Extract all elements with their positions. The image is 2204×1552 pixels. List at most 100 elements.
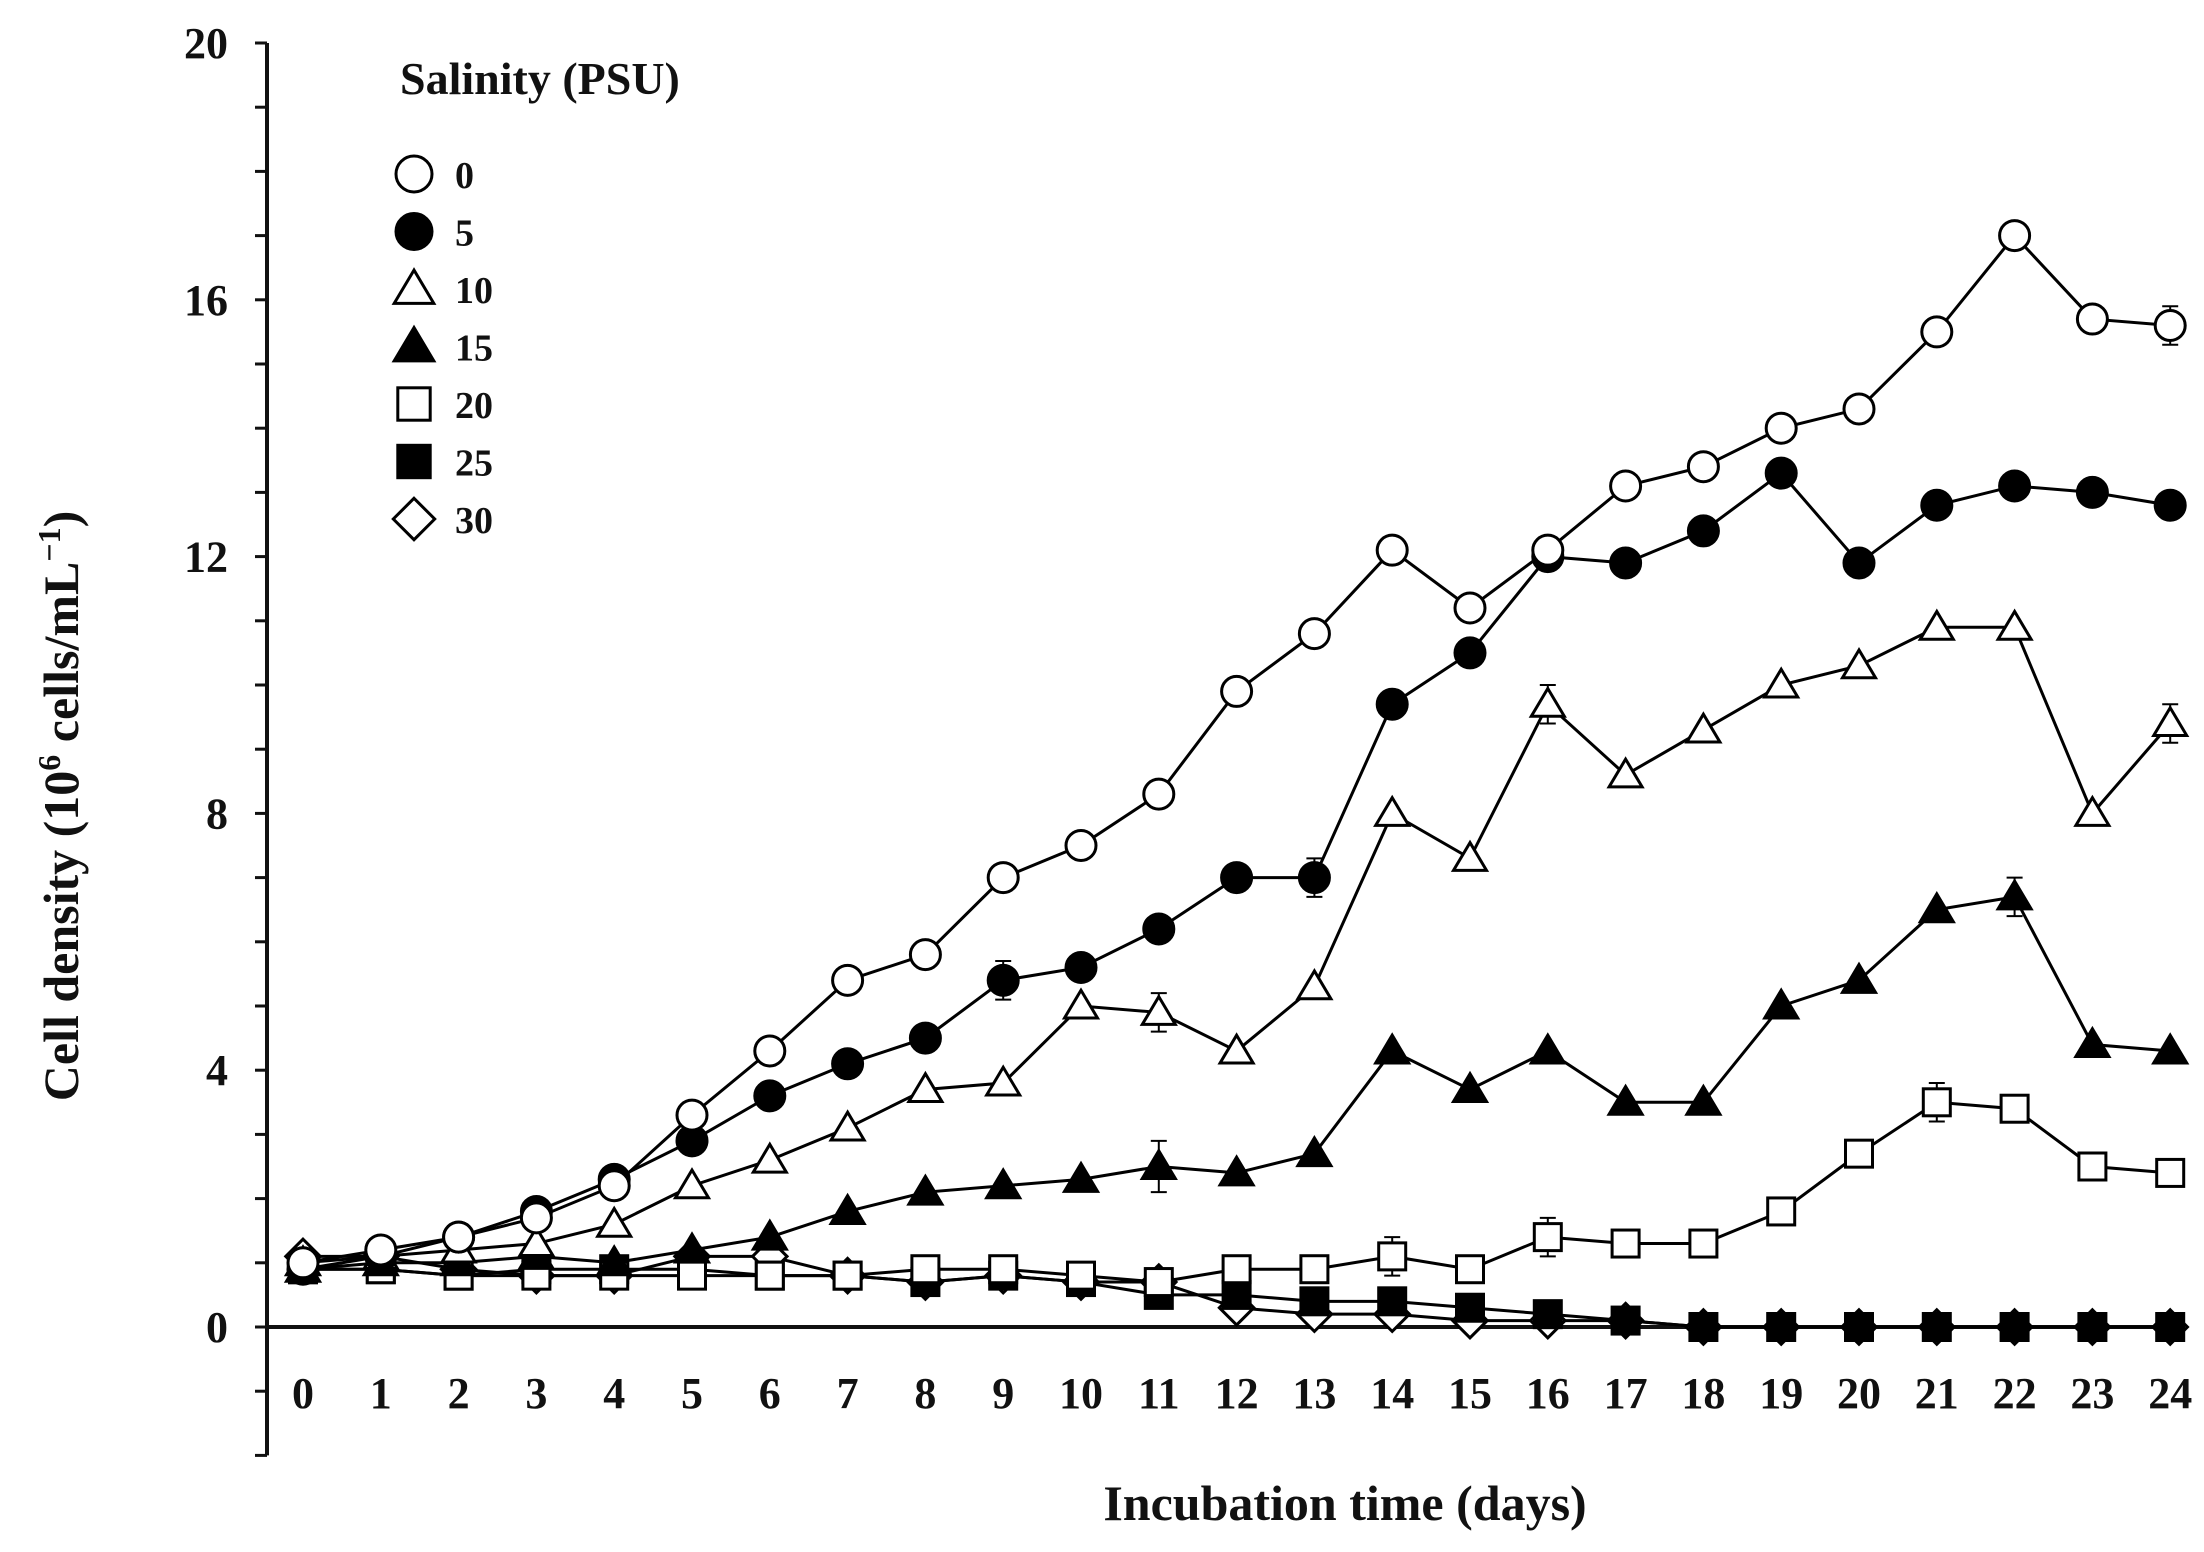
data-point <box>519 1201 553 1235</box>
data-point <box>2077 1312 2108 1342</box>
data-point <box>753 1034 787 1068</box>
y-tick-label: 8 <box>206 789 228 838</box>
data-point <box>1375 687 1409 721</box>
data-point <box>1844 1312 1874 1342</box>
x-tick-label: 7 <box>837 1369 859 1418</box>
data-point <box>2151 704 2190 738</box>
data-point <box>1297 617 1331 651</box>
x-tick-label: 20 <box>1837 1369 1881 1418</box>
data-point <box>1839 961 1879 994</box>
legend-marker-triangle <box>391 267 437 305</box>
data-point <box>1220 674 1254 708</box>
data-point <box>2073 794 2112 827</box>
x-tick-label: 22 <box>1993 1369 2037 1418</box>
x-tick-label: 13 <box>1292 1369 1336 1418</box>
data-point <box>1610 1228 1641 1259</box>
y-axis-title-main: Cell density (10 <box>33 771 89 1102</box>
data-point <box>984 1167 1023 1200</box>
data-point <box>1762 987 1801 1020</box>
x-tick-label: 14 <box>1370 1369 1414 1418</box>
data-point <box>754 1260 785 1291</box>
data-point <box>1917 891 1956 924</box>
data-point <box>986 963 1020 997</box>
data-point <box>831 1047 865 1081</box>
data-point <box>1995 608 2034 641</box>
legend-entry-10: 10 <box>391 267 493 312</box>
data-point <box>906 1070 945 1103</box>
data-point <box>1217 1032 1256 1065</box>
data-point <box>1297 861 1331 895</box>
legend-label: 30 <box>455 500 493 542</box>
data-point <box>1917 608 1956 641</box>
data-point <box>1532 1299 1563 1330</box>
data-point <box>1998 469 2032 503</box>
data-point <box>677 1260 707 1291</box>
legend-marker-square <box>396 443 432 480</box>
data-point <box>1066 1260 1096 1291</box>
x-tick-label: 12 <box>1215 1369 1259 1418</box>
data-point <box>1686 450 1720 484</box>
x-tick-label: 6 <box>759 1369 781 1418</box>
data-point <box>595 1244 634 1277</box>
data-point <box>1453 636 1487 670</box>
x-tick-label: 3 <box>525 1369 547 1418</box>
series-0-psu <box>286 219 2187 1280</box>
data-point <box>1143 1267 1174 1298</box>
x-tick-label: 11 <box>1138 1369 1180 1418</box>
y-tick-label: 4 <box>206 1046 228 1095</box>
data-point <box>1455 1254 1485 1285</box>
legend-label: 0 <box>455 155 474 197</box>
data-point <box>753 1079 787 1113</box>
x-tick-label: 5 <box>681 1369 703 1418</box>
legend-label: 5 <box>455 213 474 255</box>
data-point <box>286 1246 320 1280</box>
legend-entry-20: 20 <box>396 385 493 427</box>
data-point <box>750 1218 789 1251</box>
data-point <box>750 1141 789 1174</box>
data-point <box>1688 1228 1719 1259</box>
data-point <box>2075 302 2109 336</box>
data-point <box>595 1205 634 1238</box>
x-tick-label: 15 <box>1448 1369 1492 1418</box>
data-point <box>984 1064 1023 1097</box>
data-point <box>1528 685 1567 718</box>
data-point <box>986 861 1020 895</box>
data-point <box>906 1173 945 1206</box>
data-point <box>672 1167 712 1200</box>
data-point <box>910 1254 941 1285</box>
data-point <box>1764 411 1798 445</box>
data-point <box>1609 546 1643 580</box>
data-point <box>1999 1312 2030 1342</box>
data-point <box>1061 1160 1101 1193</box>
data-point <box>517 1224 556 1258</box>
x-tick-label: 16 <box>1526 1369 1570 1418</box>
data-point <box>1377 1286 1408 1317</box>
data-point <box>1999 1093 2030 1124</box>
data-point <box>1139 993 1178 1026</box>
x-tick-label: 4 <box>603 1369 625 1418</box>
data-point <box>1610 1305 1641 1336</box>
data-point <box>1377 1241 1408 1272</box>
data-point <box>364 1233 398 1267</box>
data-point <box>1064 829 1098 862</box>
legend-entry-0: 0 <box>394 154 474 197</box>
legend: Salinity (PSU) 0 5 10 15 20 25 30 <box>391 53 680 542</box>
x-tick-label: 18 <box>1681 1369 1725 1418</box>
x-tick-label: 19 <box>1759 1369 1803 1418</box>
x-tick-label: 24 <box>2148 1369 2192 1418</box>
data-point <box>1373 1032 1412 1065</box>
data-point <box>672 1231 712 1264</box>
data-point <box>1920 315 1954 349</box>
x-tick-label: 9 <box>992 1369 1014 1418</box>
data-point <box>1295 968 1334 1001</box>
data-point <box>2151 1032 2190 1065</box>
data-point <box>1762 666 1801 699</box>
data-point <box>1531 533 1565 567</box>
data-point <box>1453 591 1487 625</box>
data-point <box>2153 488 2187 522</box>
data-point <box>1920 488 1954 522</box>
legend-entry-15: 15 <box>391 324 493 370</box>
series-15-psu <box>283 876 2190 1283</box>
data-point <box>1375 533 1409 567</box>
